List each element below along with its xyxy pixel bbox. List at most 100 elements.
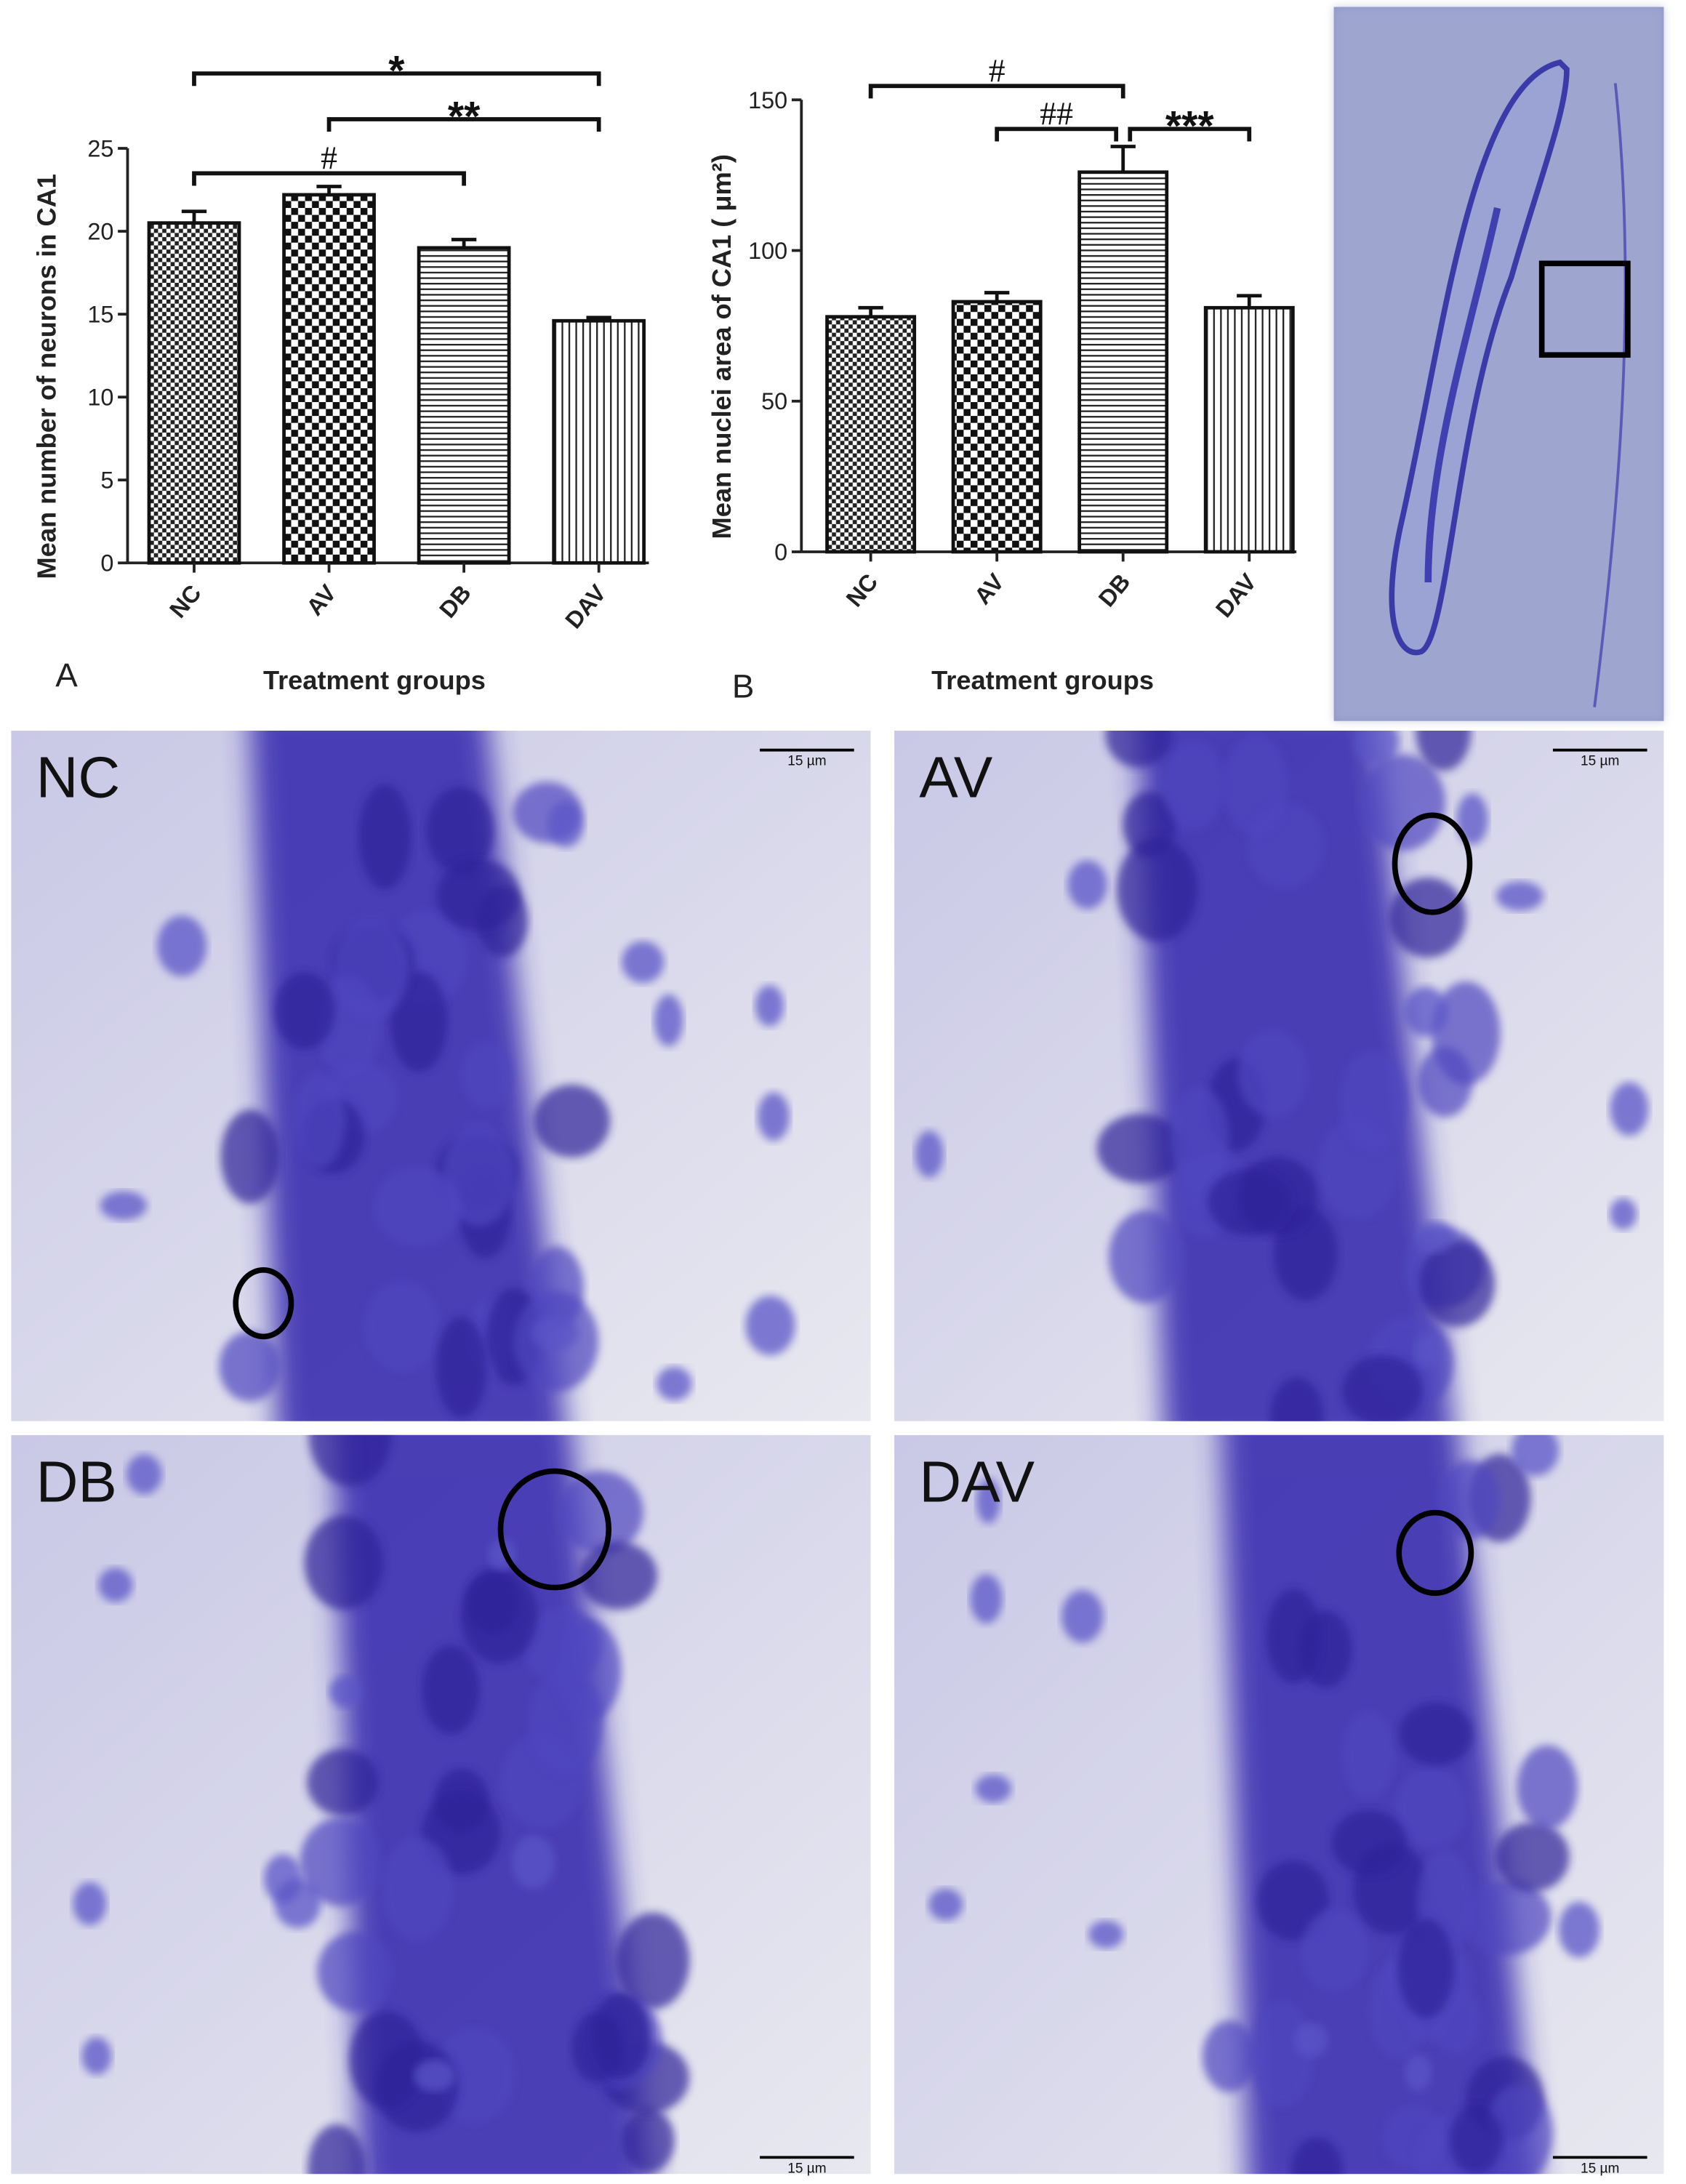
- x-axis-title: Treatment groups: [263, 665, 486, 695]
- significance-bracket: [192, 71, 601, 87]
- y-tick-label: 15: [87, 302, 113, 328]
- scale-bar-label: 15 µm: [787, 2161, 826, 2176]
- micrograph: NC 15 µm: [11, 731, 871, 1421]
- glial-cell: [1413, 1333, 1441, 1368]
- cell: [1202, 2020, 1257, 2092]
- x-tick-label: NC: [164, 580, 206, 623]
- micrograph: AV 15 µm: [894, 731, 1664, 1421]
- x-tick-label: DB: [434, 580, 476, 623]
- glial-cell: [745, 1296, 795, 1355]
- cell: [1419, 1240, 1496, 1328]
- scale-bar-label: 15 µm: [1581, 2161, 1619, 2176]
- bar: [417, 246, 511, 565]
- cell: [436, 859, 521, 931]
- y-axis-title: Mean nuclei area of CA1 ( μm²): [707, 154, 736, 539]
- cell: [1116, 837, 1198, 942]
- bar: [147, 221, 241, 565]
- bar: [951, 300, 1043, 554]
- glial-cell: [654, 994, 683, 1047]
- significance-bracket: [192, 171, 466, 186]
- micrograph-label: AV: [919, 744, 992, 810]
- cell: [1170, 1087, 1229, 1188]
- glial-cell: [157, 915, 207, 976]
- glial-cell: [1610, 1197, 1637, 1230]
- cell: [1449, 2105, 1503, 2175]
- cell: [219, 1331, 281, 1402]
- x-tick-label: AV: [969, 569, 1009, 609]
- cell: [300, 1817, 382, 1906]
- glial-cell: [73, 1882, 107, 1926]
- micrograph-content: [894, 731, 1664, 1421]
- significance-bracket: [1128, 127, 1252, 142]
- glial-cell: [1061, 1590, 1104, 1643]
- cell: [1416, 731, 1472, 771]
- x-tick-label: DB: [1093, 569, 1136, 611]
- glial-cell: [976, 1478, 1000, 1524]
- glial-cell: [531, 1315, 579, 1350]
- cell: [1343, 1711, 1395, 1798]
- significance-label: #: [321, 140, 337, 177]
- y-tick-label: 0: [100, 550, 113, 577]
- cell: [1360, 754, 1446, 851]
- bar-chart: 0 5 10 15 20 25 NC AV DB DAV Mean number of neuron…: [31, 47, 649, 695]
- cell: [304, 1515, 384, 1610]
- cell: [442, 1124, 515, 1227]
- nucleus-outline: [233, 1267, 294, 1340]
- glial-cell: [975, 1774, 1012, 1803]
- y-tick-label: 20: [87, 219, 113, 245]
- cell: [460, 1568, 538, 1664]
- cell: [1266, 1589, 1322, 1684]
- significance-bracket: [868, 84, 1125, 99]
- bar: [1203, 305, 1295, 554]
- micrograph: DB 15 µm: [11, 1434, 871, 2176]
- y-tick-label: 100: [748, 238, 787, 264]
- significance-label: **: [448, 93, 481, 140]
- glial-cell: [970, 1574, 1003, 1624]
- cell: [220, 1109, 280, 1204]
- cell: [1237, 1030, 1307, 1117]
- cell: [1439, 1460, 1501, 1540]
- glial-cell: [622, 941, 665, 983]
- cell: [308, 2124, 366, 2175]
- panel-label: A: [55, 657, 78, 694]
- x-tick-label: DAV: [560, 579, 611, 633]
- significance-label: *: [388, 47, 405, 94]
- micrograph-content: [11, 1434, 871, 2175]
- significance-label: ##: [1040, 95, 1073, 132]
- cell: [1397, 1918, 1454, 2019]
- micrograph-content: [894, 1434, 1664, 2175]
- cell: [422, 1645, 480, 1735]
- cell: [1431, 981, 1501, 1085]
- cell: [622, 2108, 675, 2173]
- y-tick-label: 0: [774, 539, 787, 565]
- y-tick-label: 50: [761, 388, 787, 414]
- glial-cell: [414, 2060, 455, 2092]
- glial-cell: [915, 1131, 944, 1178]
- cell: [1224, 735, 1288, 836]
- micrograph-content: [11, 731, 871, 1421]
- cell: [307, 1749, 379, 1816]
- glial-cell: [656, 1366, 692, 1401]
- cell: [534, 1084, 611, 1157]
- bar: [282, 193, 376, 565]
- glial-cell: [1088, 1920, 1124, 1948]
- cell: [1290, 2137, 1343, 2175]
- cell: [293, 1072, 345, 1168]
- glial-cell: [547, 800, 584, 848]
- cell: [1256, 1860, 1329, 1941]
- cell: [1463, 1880, 1551, 1955]
- nucleus-outline: [1392, 812, 1473, 915]
- bar: [825, 315, 917, 554]
- scale-bar-label: 15 µm: [787, 754, 826, 769]
- glial-cell: [1403, 987, 1448, 1037]
- micrograph-label: NC: [36, 744, 121, 810]
- glial-cell: [928, 1888, 963, 1921]
- nucleus-outline: [497, 1468, 612, 1591]
- glial-cell: [100, 1191, 148, 1221]
- y-tick-label: 10: [87, 385, 113, 411]
- cell: [374, 1167, 461, 1246]
- glial-cell: [1456, 793, 1488, 846]
- glial-cell: [1511, 1434, 1559, 1477]
- x-tick-label: DAV: [1211, 569, 1261, 622]
